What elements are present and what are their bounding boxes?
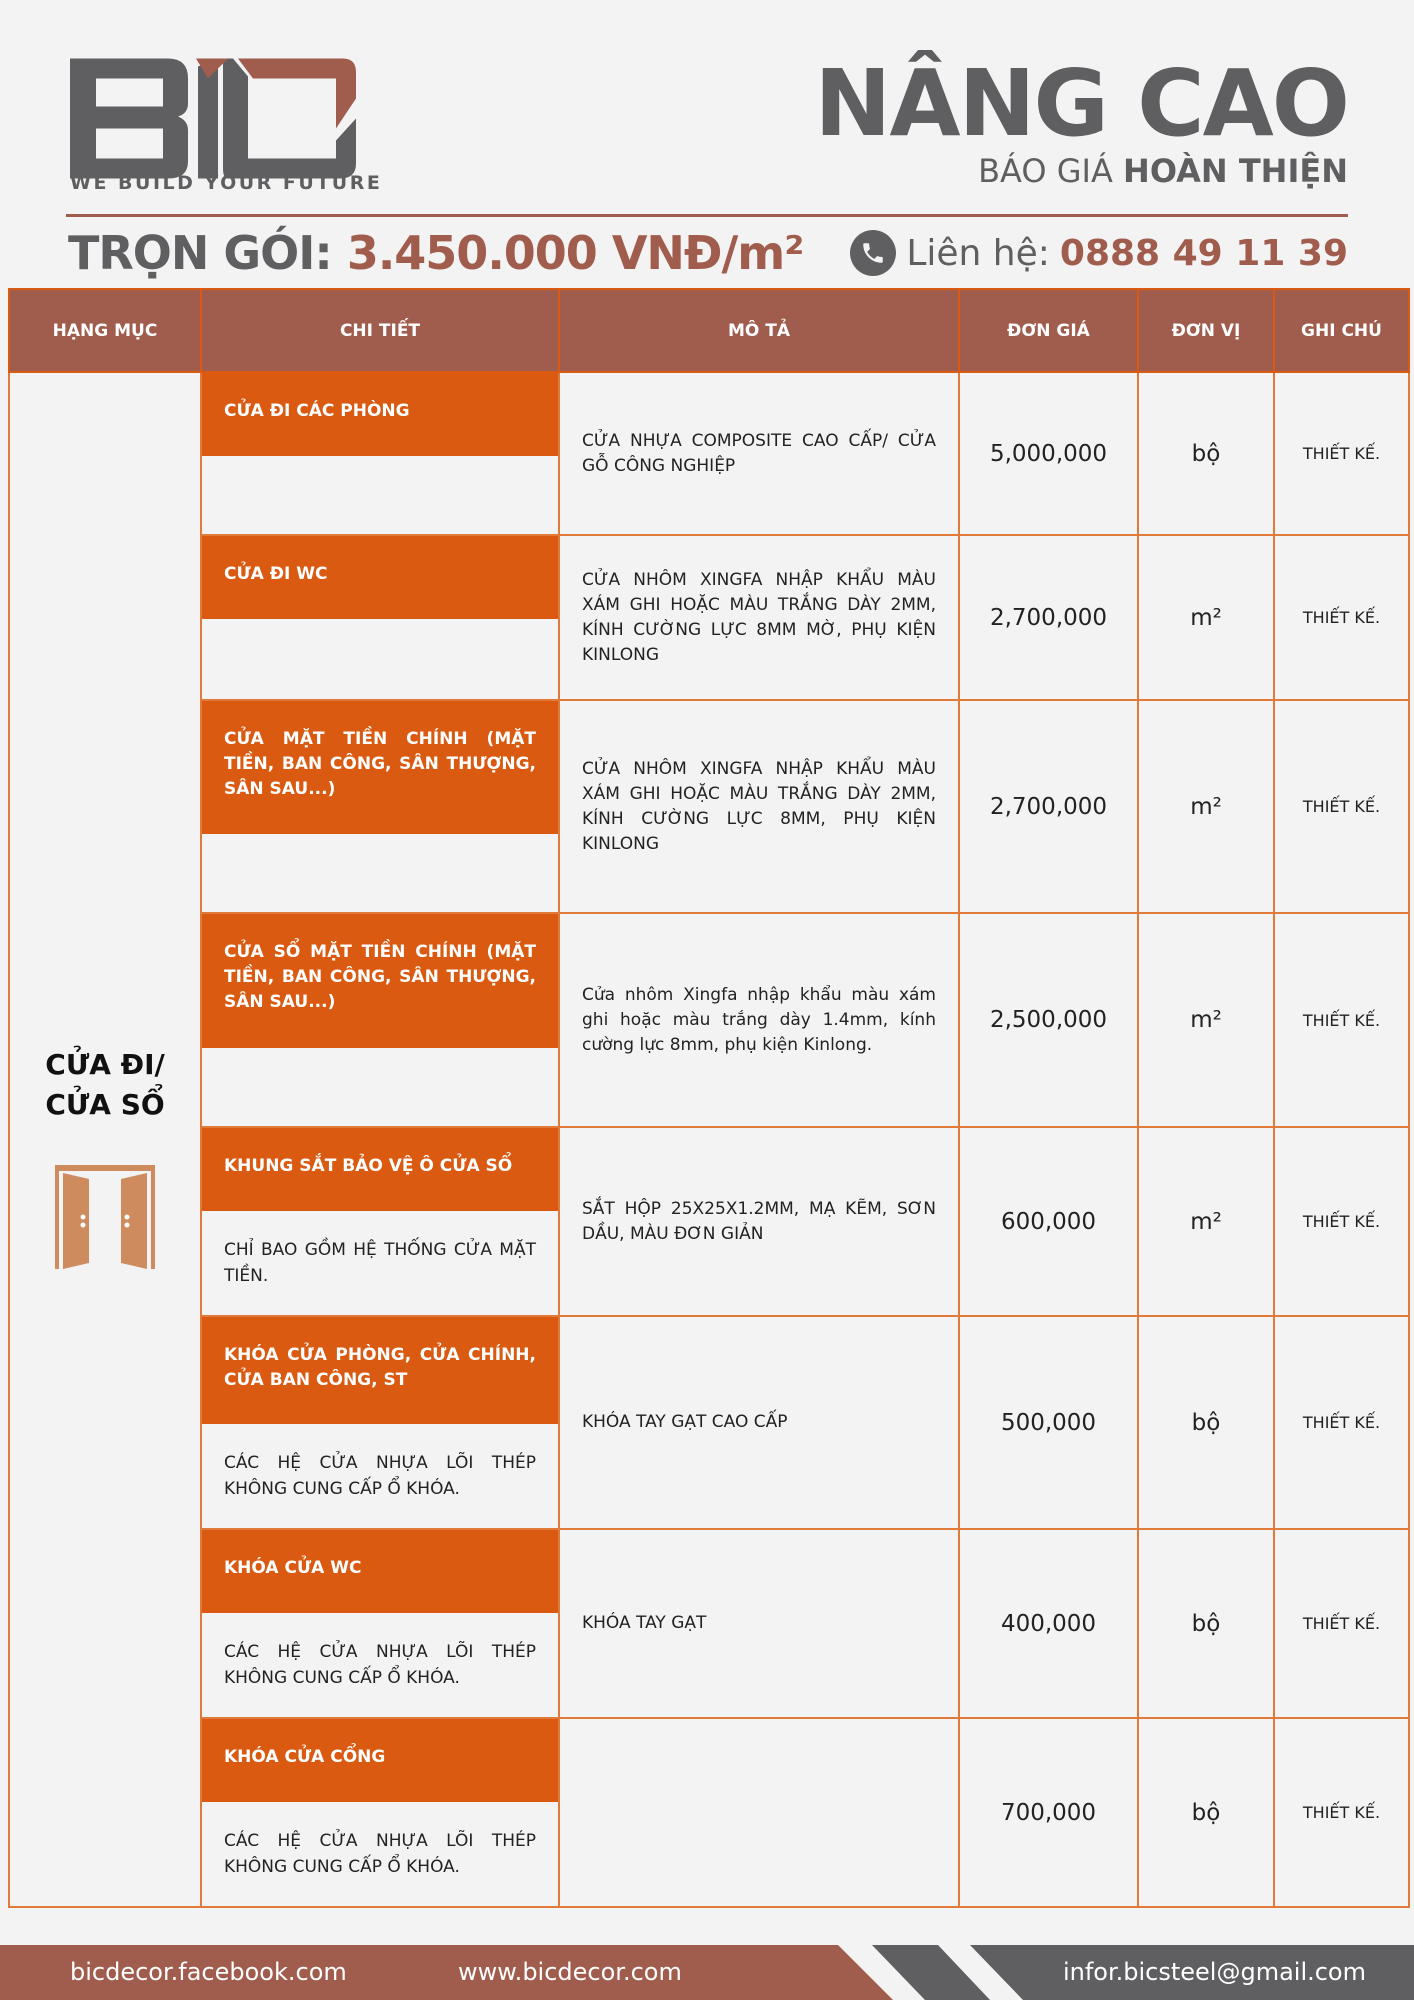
subtitle-prefix: BÁO GIÁ	[978, 152, 1113, 190]
detail-title: CỬA SỔ MẶT TIỀN CHÍNH (MẶT TIỀN, BAN CÔN…	[202, 914, 558, 1048]
contact: Liên hệ: 0888 49 11 39	[850, 230, 1348, 276]
detail-title: KHUNG SẮT BẢO VỆ Ô CỬA SỔ	[202, 1128, 558, 1211]
header-hang-muc: HẠNG MỤC	[8, 288, 202, 373]
detail-note	[202, 1048, 558, 1126]
detail-cell: CỬA ĐI CÁC PHÒNG	[200, 371, 560, 536]
description-cell: Cửa nhôm Xingfa nhập khẩu màu xám ghi ho…	[558, 912, 960, 1128]
detail-title: KHÓA CỬA PHÒNG, CỬA CHÍNH, CỬA BAN CÔNG,…	[202, 1317, 558, 1424]
page-subtitle: BÁO GIÁ HOÀN THIỆN	[978, 152, 1348, 190]
header-don-gia: ĐƠN GIÁ	[958, 288, 1139, 373]
unit: m²	[1137, 534, 1275, 701]
contact-label: Liên hệ:	[906, 232, 1050, 274]
remark: THIẾT KẾ.	[1273, 1717, 1410, 1908]
table-row: CỬA SỔ MẶT TIỀN CHÍNH (MẶT TIỀN, BAN CÔN…	[9, 912, 1410, 1128]
table-row: KHÓA CỬA WC CÁC HỆ CỬA NHỰA LÕI THÉP KHÔ…	[9, 1528, 1410, 1719]
remark: THIẾT KẾ.	[1273, 371, 1410, 536]
footer-email[interactable]: infor.bicsteel@gmail.com	[1062, 1958, 1366, 1986]
logo-tagline: WE BUILD YOUR FUTURE	[70, 172, 383, 194]
detail-note: CHỈ BAO GỒM HỆ THỐNG CỬA MẶT TIỀN.	[224, 1240, 536, 1286]
remark: THIẾT KẾ.	[1273, 1126, 1410, 1317]
unit-price: 600,000	[958, 1126, 1139, 1317]
detail-note	[202, 619, 558, 699]
table-row: KHÓA CỬA PHÒNG, CỬA CHÍNH, CỬA BAN CÔNG,…	[9, 1315, 1410, 1530]
detail-cell: CỬA SỔ MẶT TIỀN CHÍNH (MẶT TIỀN, BAN CÔN…	[200, 912, 560, 1128]
unit: bộ	[1137, 1315, 1275, 1530]
contact-phone[interactable]: 0888 49 11 39	[1059, 232, 1348, 274]
remark: THIẾT KẾ.	[1273, 912, 1410, 1128]
detail-note: CÁC HỆ CỬA NHỰA LÕI THÉP KHÔNG CUNG CẤP …	[224, 1453, 536, 1499]
detail-cell: KHUNG SẮT BẢO VỆ Ô CỬA SỔ CHỈ BAO GỒM HỆ…	[200, 1126, 560, 1317]
detail-note: CÁC HỆ CỬA NHỰA LÕI THÉP KHÔNG CUNG CẤP …	[224, 1642, 536, 1688]
package-price: TRỌN GÓI: 3.450.000 VNĐ/m²	[68, 226, 805, 280]
price-table: HẠNG MỤC CHI TIẾT MÔ TẢ ĐƠN GIÁ ĐƠN VỊ G…	[8, 288, 1410, 1908]
detail-note: CÁC HỆ CỬA NHỰA LÕI THÉP KHÔNG CUNG CẤP …	[224, 1831, 536, 1877]
category-line1: CỬA ĐI/	[45, 1048, 165, 1081]
unit-price: 700,000	[958, 1717, 1139, 1908]
table-header-row: HẠNG MỤC CHI TIẾT MÔ TẢ ĐƠN GIÁ ĐƠN VỊ G…	[8, 288, 1410, 373]
description-cell: SẮT HỘP 25X25X1.2MM, MẠ KẼM, SƠN DẦU, MÀ…	[558, 1126, 960, 1317]
detail-note	[202, 456, 558, 534]
category-line2: CỬA SỔ	[45, 1088, 165, 1121]
header-mo-ta: MÔ TẢ	[558, 288, 960, 373]
footer-website[interactable]: www.bicdecor.com	[458, 1958, 682, 1986]
unit: m²	[1137, 1126, 1275, 1317]
phone-icon	[850, 230, 897, 276]
description-cell: CỬA NHÔM XINGFA NHẬP KHẨU MÀU XÁM GHI HO…	[558, 534, 960, 701]
header-chi-tiet: CHI TIẾT	[200, 288, 560, 373]
double-door-icon	[55, 1165, 155, 1269]
detail-title: KHÓA CỬA CỔNG	[202, 1719, 558, 1802]
package-value: 3.450.000 VNĐ/m²	[346, 226, 805, 280]
remark: THIẾT KẾ.	[1273, 1528, 1410, 1719]
unit-price: 2,700,000	[958, 534, 1139, 701]
description-cell: KHÓA TAY GẠT	[558, 1528, 960, 1719]
detail-note	[202, 834, 558, 912]
unit-price: 500,000	[958, 1315, 1139, 1530]
remark: THIẾT KẾ.	[1273, 699, 1410, 914]
description-cell: KHÓA TAY GẠT CAO CẤP	[558, 1315, 960, 1530]
table-row: KHÓA CỬA CỔNG CÁC HỆ CỬA NHỰA LÕI THÉP K…	[9, 1717, 1410, 1908]
detail-cell: CỬA MẶT TIỀN CHÍNH (MẶT TIỀN, BAN CÔNG, …	[200, 699, 560, 914]
detail-cell: KHÓA CỬA PHÒNG, CỬA CHÍNH, CỬA BAN CÔNG,…	[200, 1315, 560, 1530]
unit-price: 5,000,000	[958, 371, 1139, 536]
description-cell: CỬA NHÔM XINGFA NHẬP KHẨU MÀU XÁM GHI HO…	[558, 699, 960, 914]
footer	[0, 1945, 1414, 2000]
detail-title: KHÓA CỬA WC	[202, 1530, 558, 1613]
detail-title: CỬA MẶT TIỀN CHÍNH (MẶT TIỀN, BAN CÔNG, …	[202, 701, 558, 834]
description-cell	[558, 1717, 960, 1908]
table-row: CỬA ĐI/CỬA SỔ CỬA ĐI CÁC PHÒNG CỬA NHỰA …	[8, 371, 1410, 1908]
unit: bộ	[1137, 371, 1275, 536]
remark: THIẾT KẾ.	[1273, 534, 1410, 701]
description-cell: CỬA NHỰA COMPOSITE CAO CẤP/ CỬA GỖ CÔNG …	[558, 371, 960, 536]
detail-cell: KHÓA CỬA CỔNG CÁC HỆ CỬA NHỰA LÕI THÉP K…	[200, 1717, 560, 1908]
bic-logo	[70, 58, 356, 179]
footer-facebook[interactable]: bicdecor.facebook.com	[70, 1958, 347, 1986]
detail-cell: KHÓA CỬA WC CÁC HỆ CỬA NHỰA LÕI THÉP KHÔ…	[200, 1528, 560, 1719]
table-row: CỬA MẶT TIỀN CHÍNH (MẶT TIỀN, BAN CÔNG, …	[9, 699, 1410, 914]
header-divider	[66, 214, 1348, 217]
unit: bộ	[1137, 1717, 1275, 1908]
table-row: KHUNG SẮT BẢO VỆ Ô CỬA SỔ CHỈ BAO GỒM HỆ…	[9, 1126, 1410, 1317]
detail-cell: CỬA ĐI WC	[200, 534, 560, 701]
remark: THIẾT KẾ.	[1273, 1315, 1410, 1530]
package-label: TRỌN GÓI:	[68, 226, 333, 280]
page-title: NÂNG CAO	[814, 50, 1350, 157]
unit: m²	[1137, 699, 1275, 914]
unit: m²	[1137, 912, 1275, 1128]
unit-price: 2,700,000	[958, 699, 1139, 914]
table-row: CỬA ĐI WC CỬA NHÔM XINGFA NHẬP KHẨU MÀU …	[9, 534, 1410, 701]
header-don-vi: ĐƠN VỊ	[1137, 288, 1275, 373]
category-cell: CỬA ĐI/CỬA SỔ	[8, 371, 202, 1908]
detail-title: CỬA ĐI WC	[202, 536, 558, 619]
unit: bộ	[1137, 1528, 1275, 1719]
unit-price: 400,000	[958, 1528, 1139, 1719]
category-label: CỬA ĐI/CỬA SỔ	[10, 1045, 200, 1125]
detail-title: CỬA ĐI CÁC PHÒNG	[202, 373, 558, 456]
subtitle-bold: HOÀN THIỆN	[1123, 152, 1348, 190]
header-ghi-chu: GHI CHÚ	[1273, 288, 1410, 373]
unit-price: 2,500,000	[958, 912, 1139, 1128]
